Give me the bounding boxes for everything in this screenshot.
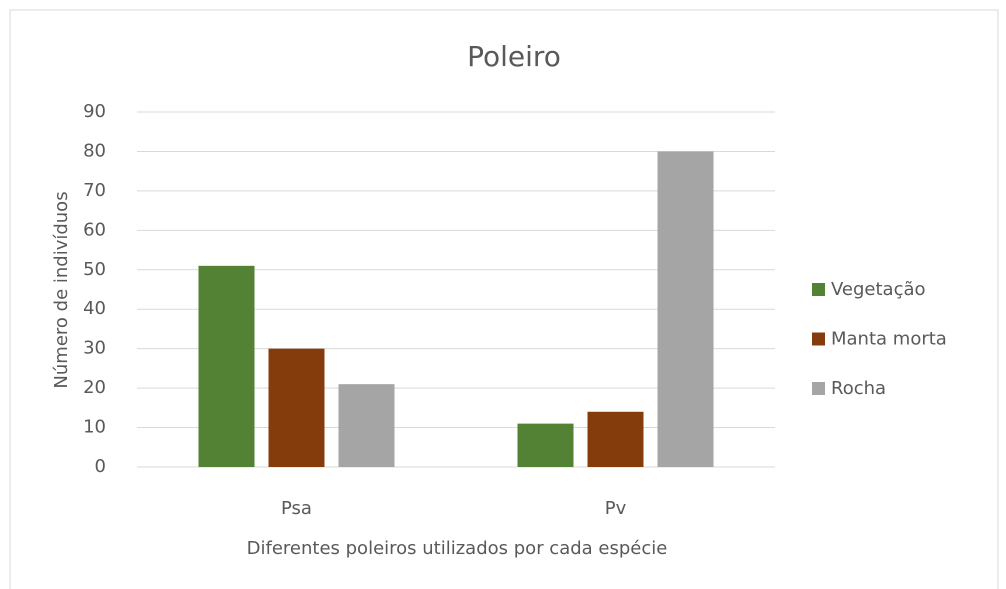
y-tick-label: 60 — [83, 219, 106, 240]
legend-swatch — [812, 332, 825, 346]
y-tick-label: 0 — [95, 456, 106, 477]
y-tick-label: 80 — [83, 140, 106, 161]
legend-label: Rocha — [831, 378, 886, 399]
y-tick-label: 40 — [83, 298, 106, 319]
x-axis-label: Diferentes poleiros utilizados por cada … — [247, 538, 668, 559]
y-tick-label: 70 — [83, 180, 106, 201]
bar — [198, 265, 255, 467]
bar — [268, 348, 325, 467]
chart-title: Poleiro — [467, 40, 561, 73]
y-tick-label: 10 — [83, 417, 106, 438]
legend-swatch — [812, 283, 825, 296]
bar — [587, 411, 644, 467]
legend-label: Vegetação — [831, 279, 926, 300]
y-tick-label: 50 — [83, 259, 106, 280]
legend-swatch — [812, 382, 825, 395]
y-tick-label: 90 — [83, 101, 106, 122]
x-tick-label: Psa — [281, 498, 312, 519]
legend-label: Manta morta — [831, 329, 947, 350]
x-tick-label: Pv — [605, 498, 627, 519]
y-tick-label: 20 — [83, 377, 106, 398]
bar — [657, 151, 714, 467]
chart-frame — [9, 9, 999, 589]
y-tick-label: 30 — [83, 338, 106, 359]
y-axis-label: Número de indivíduos — [51, 191, 72, 388]
bar — [517, 423, 574, 467]
bar — [338, 384, 395, 467]
